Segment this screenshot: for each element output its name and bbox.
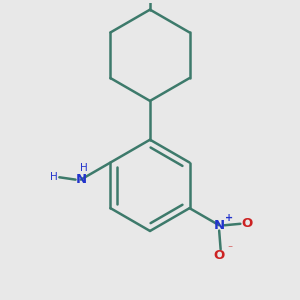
Text: H: H bbox=[80, 164, 88, 173]
Text: N: N bbox=[214, 219, 225, 232]
Text: N: N bbox=[75, 173, 86, 186]
Text: O: O bbox=[242, 217, 253, 230]
Text: H: H bbox=[50, 172, 58, 182]
Text: ⁻: ⁻ bbox=[227, 244, 232, 254]
Text: +: + bbox=[224, 213, 233, 223]
Text: O: O bbox=[214, 249, 225, 262]
